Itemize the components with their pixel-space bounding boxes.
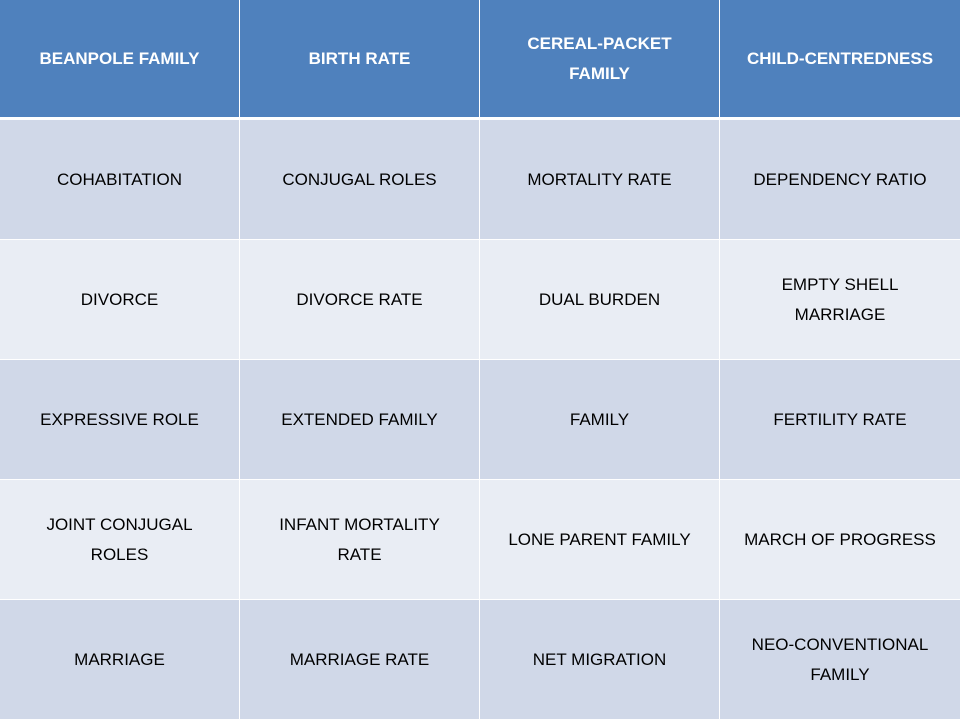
table-header-cell: CEREAL-PACKET FAMILY bbox=[480, 0, 720, 120]
table-cell: CONJUGAL ROLES bbox=[240, 120, 480, 240]
table-cell: COHABITATION bbox=[0, 120, 240, 240]
table-header-cell: BIRTH RATE bbox=[240, 0, 480, 120]
table-cell: INFANT MORTALITY RATE bbox=[240, 480, 480, 600]
table-header-cell: CHILD-CENTREDNESS bbox=[720, 0, 960, 120]
table-cell: MARCH OF PROGRESS bbox=[720, 480, 960, 600]
table-cell: NET MIGRATION bbox=[480, 600, 720, 720]
table-cell: LONE PARENT FAMILY bbox=[480, 480, 720, 600]
table-cell: MORTALITY RATE bbox=[480, 120, 720, 240]
table-cell: NEO-CONVENTIONAL FAMILY bbox=[720, 600, 960, 720]
table-cell: EMPTY SHELL MARRIAGE bbox=[720, 240, 960, 360]
table-cell: DEPENDENCY RATIO bbox=[720, 120, 960, 240]
table-cell: MARRIAGE bbox=[0, 600, 240, 720]
table-cell: MARRIAGE RATE bbox=[240, 600, 480, 720]
table-cell: FERTILITY RATE bbox=[720, 360, 960, 480]
table-cell: EXPRESSIVE ROLE bbox=[0, 360, 240, 480]
table-cell: FAMILY bbox=[480, 360, 720, 480]
table-cell: DIVORCE bbox=[0, 240, 240, 360]
table-cell: JOINT CONJUGAL ROLES bbox=[0, 480, 240, 600]
table-cell: DIVORCE RATE bbox=[240, 240, 480, 360]
table-cell: DUAL BURDEN bbox=[480, 240, 720, 360]
table-header-cell: BEANPOLE FAMILY bbox=[0, 0, 240, 120]
table-cell: EXTENDED FAMILY bbox=[240, 360, 480, 480]
